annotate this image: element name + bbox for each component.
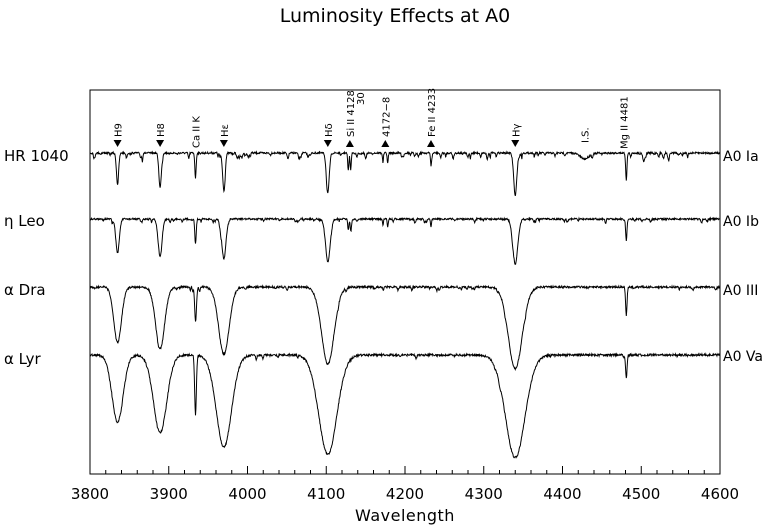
line-id-label: H8	[156, 123, 167, 137]
line-marker-triangle	[219, 140, 228, 147]
star-name-label: η Leo	[4, 212, 45, 230]
line-id-label: Mg II 4481	[619, 96, 630, 149]
line-marker-triangle	[381, 140, 390, 147]
spectral-class-label: A0 III	[723, 283, 758, 299]
line-marker-triangle	[323, 140, 332, 147]
line-id-label: Fe II 4233	[427, 88, 438, 137]
x-axis-ticks-layer: 3800 3900 4000 4100 4200 4300 4400 4500 4600	[71, 466, 739, 503]
spectral-class-label: A0 Ib	[723, 214, 759, 230]
line-identification-layer: H9 H8 Ca II K Hε Hδ Si II 4128 30 4172−8 Fe II 4…	[113, 88, 630, 149]
spectrum-line-3	[89, 284, 720, 372]
x-tick-label: 4400	[543, 485, 581, 503]
x-axis-label: Wavelength	[355, 506, 455, 525]
line-marker-triangle	[426, 140, 435, 147]
line-marker-triangle	[156, 140, 165, 147]
star-name-label: α Dra	[4, 281, 46, 299]
line-id-label: 4172−8	[381, 97, 392, 137]
spectrum-line-4	[89, 352, 721, 459]
chart-title: Luminosity Effects at A0	[280, 5, 511, 27]
line-id-label: Ca II K	[192, 116, 203, 148]
star-name-label: HR 1040	[4, 147, 69, 165]
spectral-class-label: A0 Va	[723, 349, 763, 365]
x-tick-label: 4100	[307, 485, 345, 503]
line-id-label: Hε	[220, 124, 231, 137]
spectrum-line-1	[89, 150, 721, 197]
line-id-label: 30	[356, 92, 367, 105]
line-id-label: H9	[114, 123, 125, 137]
x-tick-label: 4500	[622, 485, 660, 503]
spectrum-line-2	[89, 216, 721, 265]
line-marker-triangle	[511, 140, 520, 147]
x-tick-label: 4200	[386, 485, 424, 503]
spectral-lines-layer	[89, 150, 721, 459]
x-tick-label: 4600	[701, 485, 739, 503]
line-id-label: Hγ	[511, 123, 522, 137]
spectral-class-label: A0 Ia	[723, 149, 759, 165]
line-id-label: Si II 4128	[346, 90, 357, 137]
line-id-label: I.S.	[581, 127, 592, 143]
x-tick-label: 3900	[150, 485, 188, 503]
x-tick-label: 3800	[71, 485, 109, 503]
x-tick-label: 4000	[228, 485, 266, 503]
star-labels-layer: HR 1040 A0 Ia η Leo A0 Ib α Dra A0 III α Lyr A0…	[4, 147, 763, 368]
x-tick-label: 4300	[465, 485, 503, 503]
line-marker-triangle	[113, 140, 122, 147]
line-marker-triangle	[345, 140, 354, 147]
star-name-label: α Lyr	[4, 350, 42, 368]
line-id-label: Hδ	[324, 123, 335, 137]
